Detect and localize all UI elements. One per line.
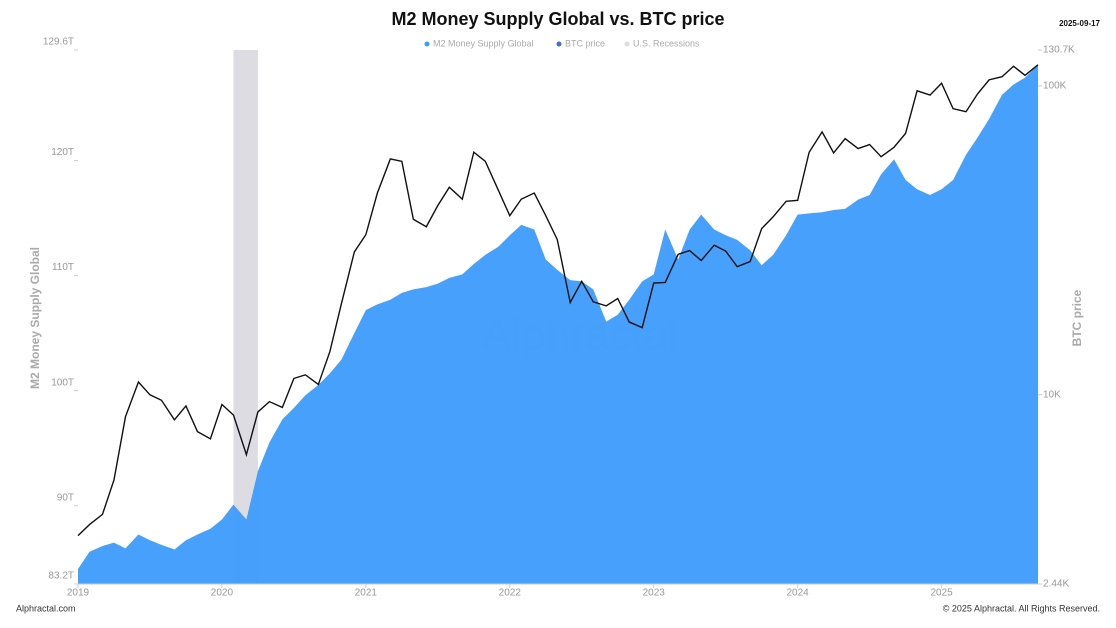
legend-marker <box>424 41 430 47</box>
y2-axis-label: BTC price <box>1070 289 1084 346</box>
x-tick-label: 2019 <box>67 588 90 599</box>
plot-area: Alphractal <box>77 50 1039 585</box>
x-tick-label: 2024 <box>787 588 810 599</box>
x-tick-label: 2023 <box>643 588 666 599</box>
legend-marker <box>556 41 562 47</box>
y2-tick-label: 130.7K <box>1043 45 1075 56</box>
y-tick-label: 120T <box>51 147 74 158</box>
y2-tick-label: 10K <box>1043 389 1061 400</box>
y-tick-label: 83.2T <box>48 571 74 582</box>
y2-tick-label: 2.44K <box>1043 579 1069 590</box>
y-tick-label: 90T <box>57 492 74 503</box>
y-tick-label: 110T <box>52 262 74 273</box>
chart-title: M2 Money Supply Global vs. BTC price <box>391 9 724 29</box>
legend-marker <box>624 41 630 47</box>
m2-area <box>78 64 1038 585</box>
x-tick-label: 2025 <box>930 588 953 599</box>
y-axis-label: M2 Money Supply Global <box>28 247 42 389</box>
x-tick-label: 2020 <box>211 588 234 599</box>
btc-line <box>77 64 1039 537</box>
x-tick-label: 2021 <box>355 588 378 599</box>
y-tick-label: 100T <box>51 377 74 388</box>
date: 2025-09-17 <box>1059 19 1100 28</box>
legend-label: BTC price <box>565 38 605 48</box>
y-tick-label: 129.6T <box>43 37 74 48</box>
footer-left: Alphractal.com <box>16 603 76 613</box>
y2-tick-label: 100K <box>1043 81 1067 92</box>
legend-label: M2 Money Supply Global <box>433 38 534 48</box>
footer-right: © 2025 Alphractal. All Rights Reserved. <box>943 603 1100 613</box>
x-tick-label: 2022 <box>499 588 522 599</box>
legend-label: U.S. Recessions <box>633 38 700 48</box>
